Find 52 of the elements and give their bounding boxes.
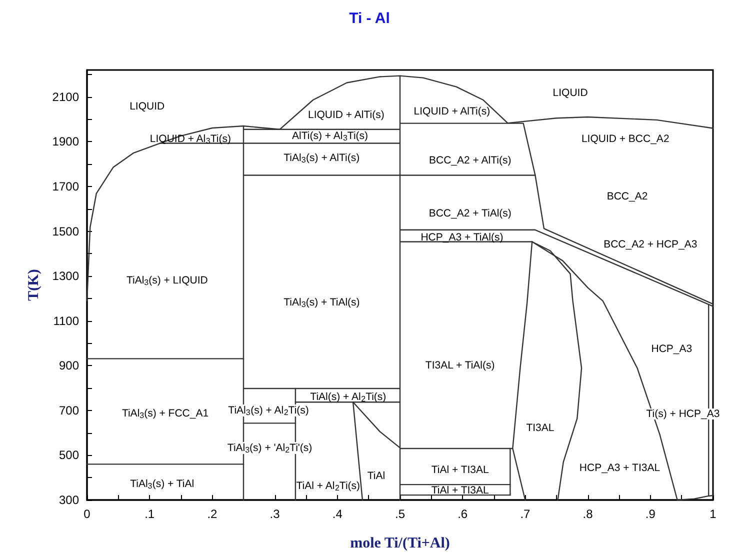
y-tick-label: 700 [58, 403, 80, 418]
annotation: LIQUID [552, 86, 588, 99]
annotation: Ti(s) + HCP_A3 [646, 408, 720, 420]
x-tick-label: .6 [458, 507, 468, 521]
annotation: AlTi(s) + Al3Ti(s) [292, 130, 368, 143]
y-tick-label: 1700 [52, 179, 80, 194]
annotation: TiAl + Al2Ti(s) [296, 480, 360, 492]
x-tick-label: .3 [270, 507, 280, 521]
y-tick-label: 1900 [52, 134, 80, 149]
x-tick-label: .8 [582, 507, 594, 521]
x-tick-label: .7 [520, 507, 531, 521]
annotation: HCP_A3 + TI3AL [579, 462, 660, 474]
y-axis-title: T(K) [26, 269, 42, 301]
x-tick-label: 0 [84, 507, 91, 521]
annotation: TiAl3(s) + FCC_A1 [122, 408, 209, 420]
annotation: TiAl3(s) + TiAl(s) [284, 296, 360, 310]
y-tick-label: 900 [58, 358, 80, 373]
chart-title: Ti - Al [349, 10, 390, 27]
annotation: LIQUID + BCC_A2 [581, 132, 670, 145]
annotation: TiAl3(s) + 'Al2Ti'(s) [227, 442, 312, 454]
annotation: TiAl + TI3AL [431, 484, 489, 497]
annotation: TiAl3(s) + Al2Ti(s) [228, 404, 309, 418]
annotation: LIQUID + AlTi(s) [308, 109, 384, 122]
y-tick-label: 500 [58, 448, 80, 462]
x-tick-label: .1 [144, 507, 155, 521]
annotation: HCP_A3 [651, 343, 692, 356]
y-tick-label: 1500 [52, 224, 80, 238]
y-tick-label: 2100 [52, 90, 80, 104]
annotation: BCC_A2 + HCP_A3 [604, 238, 698, 251]
annotation: TiAl3(s) + AlTi(s) [284, 152, 360, 165]
annotation: TiAl3(s) + TiAl [130, 478, 194, 491]
x-tick-label: .5 [394, 507, 406, 521]
annotation: TiAl [367, 470, 386, 482]
annotation: LIQUID [130, 100, 166, 113]
annotation: TiAl + TI3AL [431, 464, 489, 476]
y-tick-label: 300 [58, 493, 80, 507]
annotation: TiAl(s) + Al2Ti(s) [310, 390, 386, 404]
annotation: BCC_A2 + AlTi(s) [429, 154, 512, 166]
annotation: TI3AL + TiAl(s) [425, 359, 495, 372]
y-tick-label: 1300 [52, 269, 80, 284]
annotation: HCP_A3 + TiAl(s) [420, 231, 504, 244]
annotation: TI3AL [526, 422, 554, 434]
x-tick-label: .4 [332, 507, 343, 521]
x-tick-label: .9 [645, 507, 656, 521]
x-tick-label: .2 [207, 507, 218, 521]
x-axis-title: mole Ti/(Ti+Al) [350, 536, 450, 552]
x-tick-label: 1 [710, 507, 717, 521]
annotation: BCC_A2 + TiAl(s) [428, 208, 512, 220]
annotation: BCC_A2 [606, 190, 648, 202]
annotation: LIQUID + AlTi(s) [414, 106, 490, 118]
annotation: TiAl3(s) + LIQUID [126, 274, 208, 288]
y-tick-label: 1100 [53, 314, 80, 328]
